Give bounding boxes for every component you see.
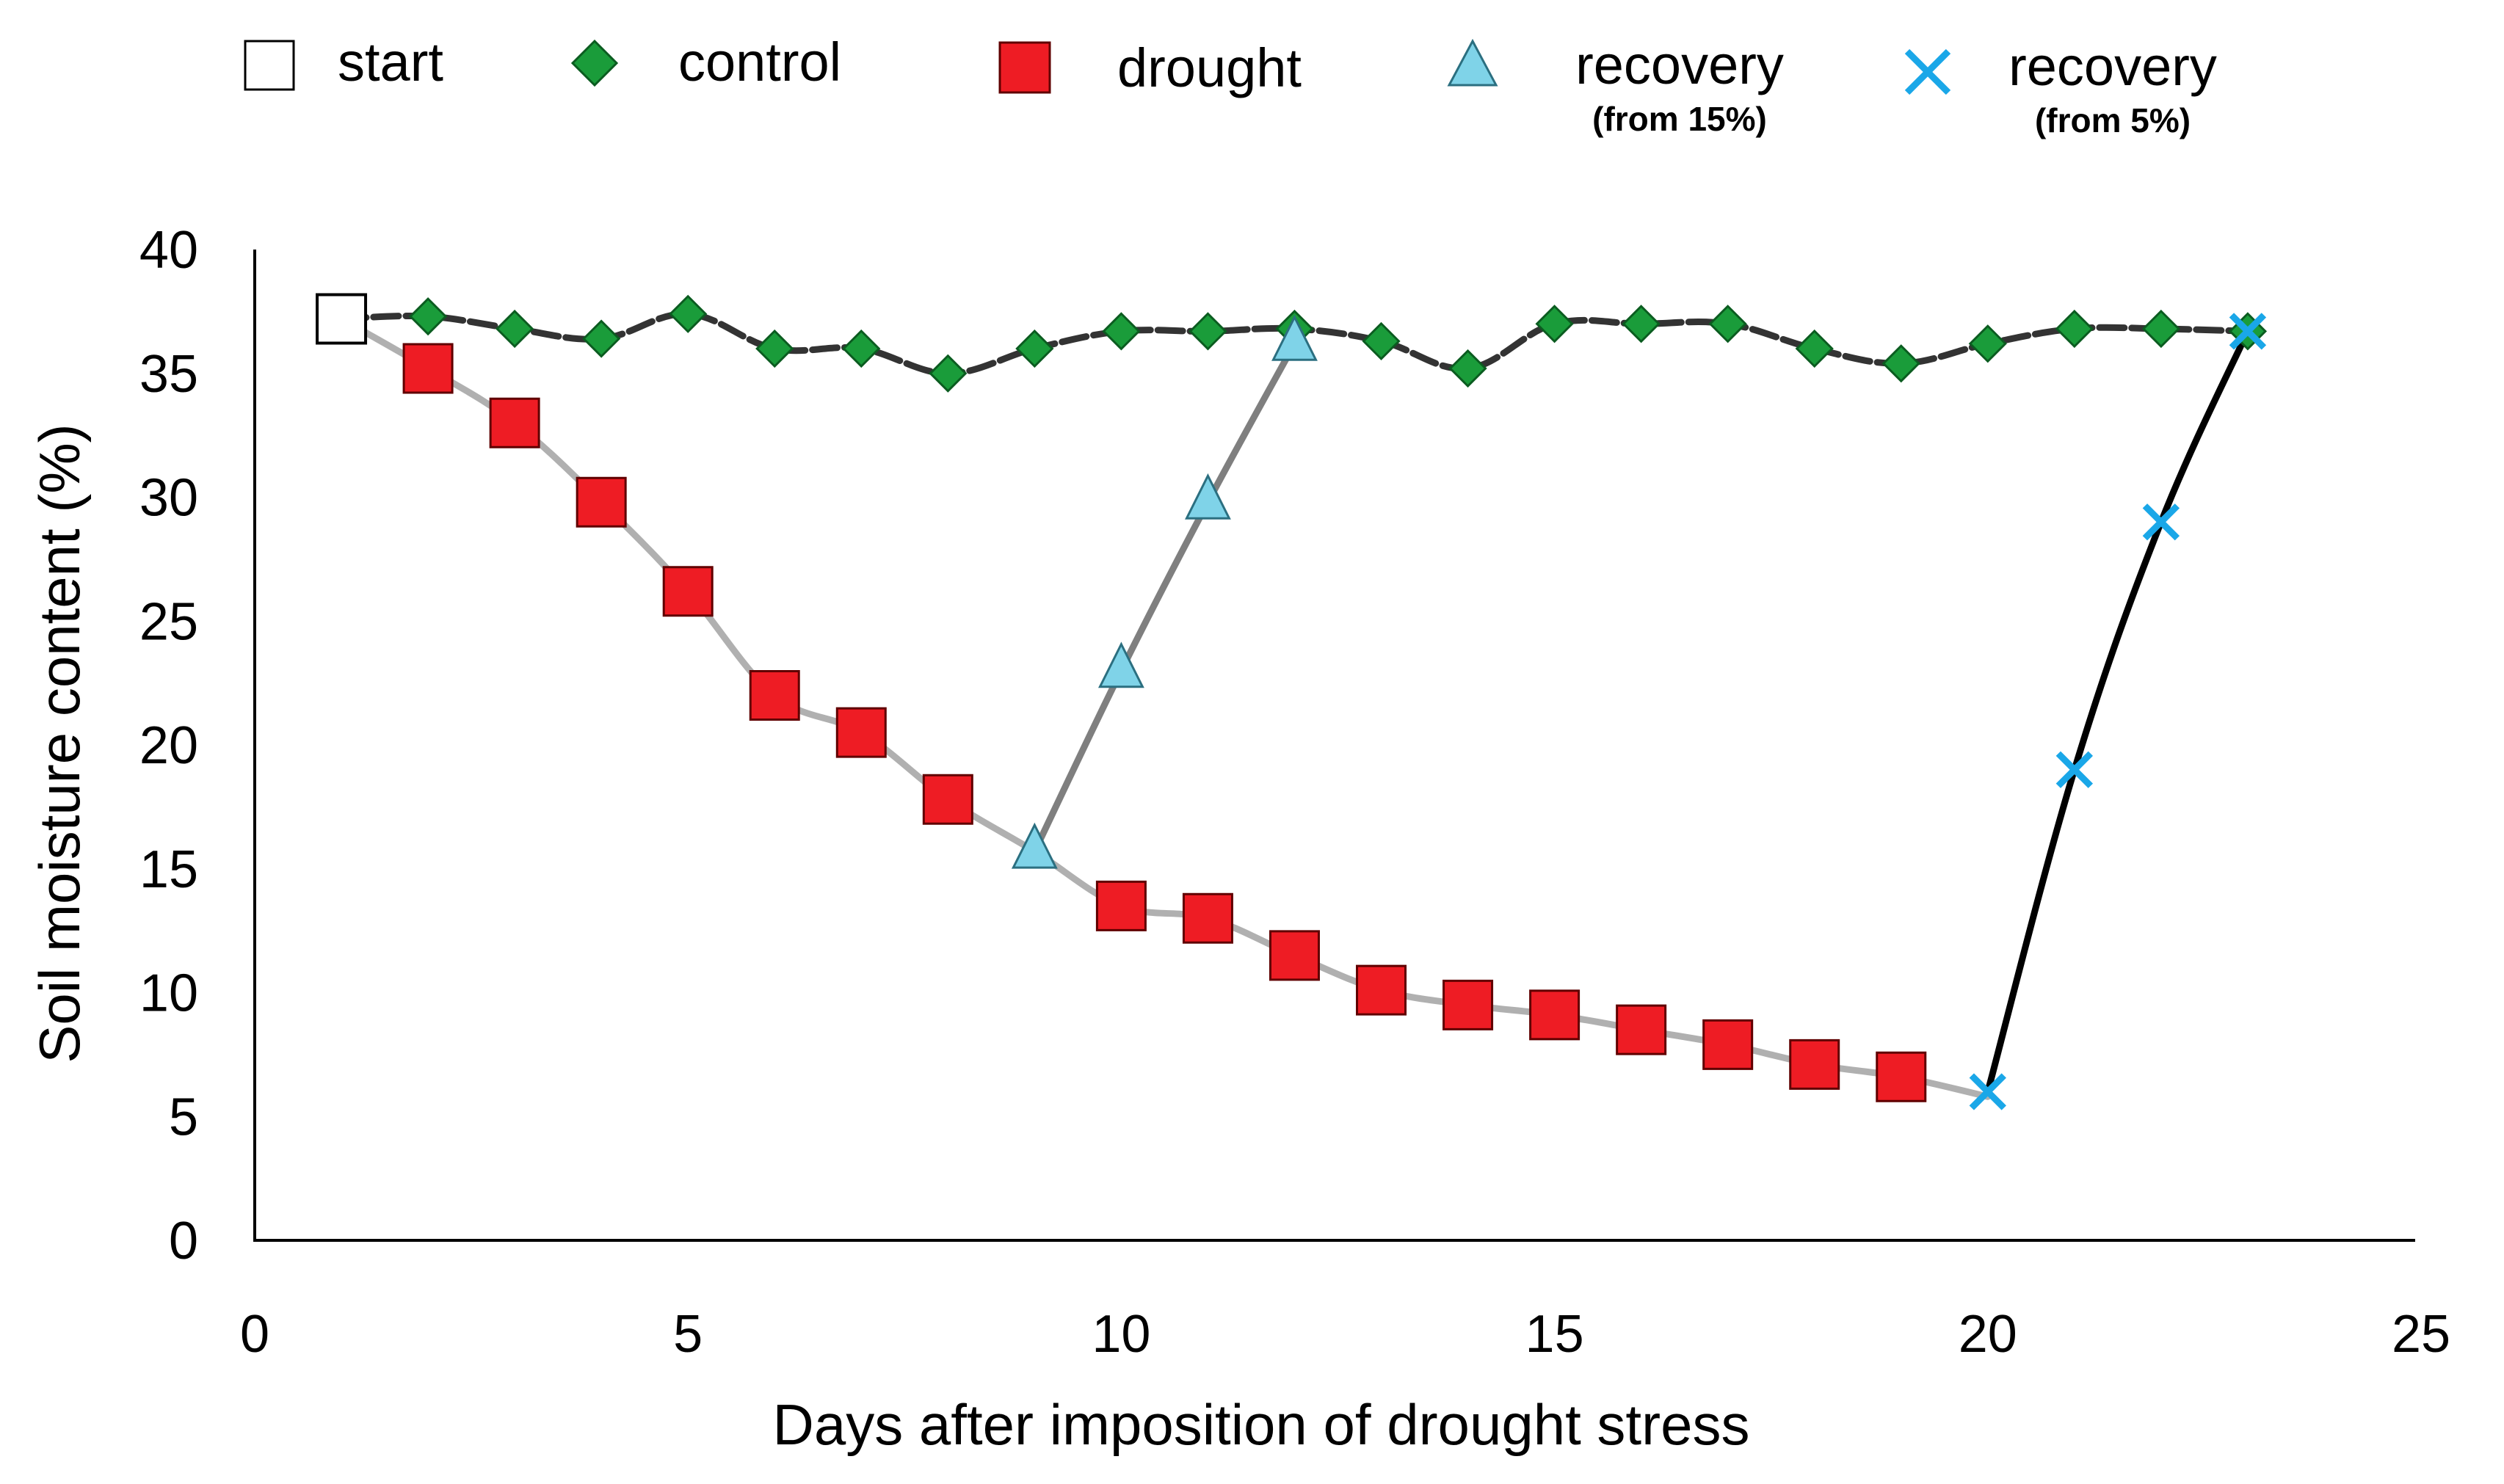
data-point-drought bbox=[1269, 930, 1320, 981]
data-point-control bbox=[495, 309, 534, 349]
legend-marker-drought bbox=[998, 41, 1051, 94]
y-tick-label: 35 bbox=[139, 345, 198, 404]
series-markers bbox=[316, 293, 2268, 1110]
data-point-control bbox=[669, 294, 708, 333]
legend-item-recovery-5: recovery (from 5%) bbox=[1904, 36, 2217, 139]
data-point-drought bbox=[1529, 989, 1581, 1041]
y-tick-label: 15 bbox=[139, 840, 198, 899]
series-line-recovery15 bbox=[1031, 340, 1298, 855]
legend-marker-recovery-5 bbox=[1904, 48, 1951, 95]
x-tick-labels: 0 5 10 15 20 25 bbox=[240, 1305, 2450, 1364]
legend-marker-recovery-15 bbox=[1447, 38, 1498, 87]
data-point-drought bbox=[1442, 979, 1494, 1030]
y-tick-label: 40 bbox=[139, 221, 198, 280]
data-point-drought bbox=[749, 670, 800, 721]
data-point-control bbox=[1708, 305, 1747, 343]
data-point-control bbox=[2141, 309, 2181, 349]
data-point-recovery15 bbox=[1185, 473, 1231, 520]
data-point-control bbox=[408, 297, 448, 336]
data-point-drought bbox=[662, 566, 714, 617]
legend-item-start: start bbox=[244, 32, 443, 92]
data-point-recovery15 bbox=[1011, 822, 1058, 869]
data-point-drought bbox=[1789, 1039, 1840, 1090]
data-point-drought bbox=[1616, 1004, 1667, 1055]
legend-label-start: start bbox=[338, 32, 443, 92]
x-tick-label: 0 bbox=[240, 1305, 269, 1364]
y-tick-label: 10 bbox=[139, 964, 198, 1023]
y-tick-label: 25 bbox=[139, 592, 198, 651]
legend-label-recovery-15: recovery bbox=[1575, 34, 1784, 95]
data-point-recovery15 bbox=[1271, 314, 1318, 361]
data-point-drought bbox=[1095, 880, 1147, 931]
data-point-control bbox=[1881, 344, 1920, 383]
data-point-drought bbox=[402, 343, 454, 394]
x-tick-label: 20 bbox=[1959, 1305, 2017, 1364]
data-point-drought bbox=[1702, 1019, 1754, 1070]
legend-item-control: control bbox=[570, 32, 841, 92]
data-point-drought bbox=[576, 476, 627, 528]
y-tick-labels: 0 5 10 15 20 25 30 35 40 bbox=[139, 221, 198, 1270]
data-point-start bbox=[316, 293, 368, 345]
legend-label-control: control bbox=[678, 32, 841, 92]
data-point-drought bbox=[922, 774, 973, 825]
data-point-control bbox=[582, 319, 621, 358]
data-point-recovery5 bbox=[2055, 751, 2094, 788]
y-tick-label: 5 bbox=[169, 1088, 198, 1146]
data-point-control bbox=[2055, 309, 2094, 349]
data-point-drought bbox=[489, 397, 540, 448]
data-point-control bbox=[842, 329, 881, 368]
data-point-control bbox=[1968, 324, 2007, 363]
legend-label-drought: drought bbox=[1117, 37, 1302, 98]
data-point-control bbox=[1362, 321, 1401, 360]
data-point-control bbox=[1189, 312, 1227, 351]
data-point-recovery5 bbox=[1969, 1073, 2006, 1110]
x-tick-label: 15 bbox=[1525, 1305, 1584, 1364]
legend-sublabel-recovery-5: (from 5%) bbox=[2035, 101, 2191, 139]
series-line-recovery5 bbox=[1984, 327, 2251, 1095]
data-point-control bbox=[929, 354, 968, 393]
data-point-control bbox=[1448, 349, 1487, 388]
data-point-control bbox=[1102, 312, 1141, 351]
data-point-control bbox=[1622, 305, 1661, 343]
x-axis-title: Days after imposition of drought stress bbox=[773, 1392, 1750, 1457]
y-tick-label: 30 bbox=[139, 469, 198, 528]
data-point-drought bbox=[1876, 1051, 1927, 1102]
data-point-drought bbox=[835, 707, 887, 758]
axes bbox=[253, 250, 2415, 1242]
data-point-control bbox=[755, 329, 794, 368]
data-point-recovery5 bbox=[2142, 503, 2180, 541]
legend-sublabel-recovery-15: (from 15%) bbox=[1592, 100, 1767, 138]
legend-marker-start bbox=[244, 40, 295, 91]
legend-label-recovery-5: recovery bbox=[2008, 36, 2217, 97]
series-line-drought bbox=[338, 316, 1992, 1100]
data-point-control bbox=[1535, 305, 1574, 343]
data-point-drought bbox=[1182, 892, 1233, 944]
legend-marker-control bbox=[570, 39, 619, 87]
legend: start control drought recovery (from 15%… bbox=[244, 32, 2217, 139]
x-tick-label: 25 bbox=[2392, 1305, 2450, 1364]
legend-item-drought: drought bbox=[998, 37, 1302, 98]
data-point-recovery15 bbox=[1097, 641, 1144, 688]
legend-item-recovery-15: recovery (from 15%) bbox=[1447, 34, 1784, 138]
y-tick-label: 20 bbox=[139, 716, 198, 775]
data-point-control bbox=[1795, 329, 1834, 368]
y-axis-title: Soil moisture content (%) bbox=[27, 423, 92, 1063]
y-tick-label: 0 bbox=[169, 1212, 198, 1270]
data-point-recovery5 bbox=[2229, 313, 2267, 350]
x-tick-label: 5 bbox=[673, 1305, 703, 1364]
data-point-control bbox=[1015, 329, 1054, 368]
x-tick-label: 10 bbox=[1092, 1305, 1150, 1364]
data-point-drought bbox=[1356, 964, 1407, 1016]
